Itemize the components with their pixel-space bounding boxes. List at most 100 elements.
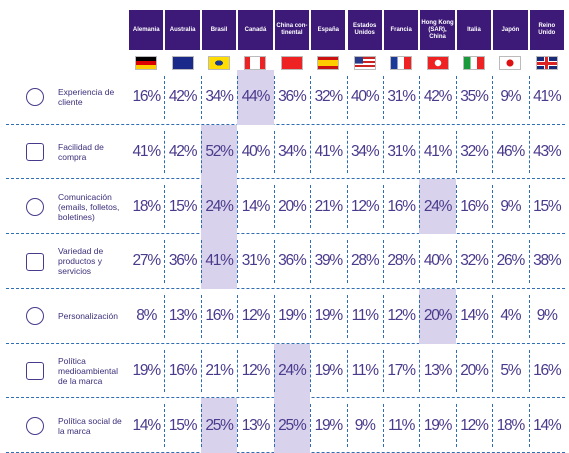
row-icon: [26, 197, 44, 216]
column-separator: [528, 404, 530, 447]
flag-icon: [280, 56, 303, 70]
column-separator: [346, 130, 348, 174]
cell-value: 39%: [314, 252, 344, 270]
column-separator: [419, 130, 421, 174]
row-icon: [26, 88, 44, 107]
column-separator: [419, 294, 421, 338]
cell-value: 32%: [460, 252, 489, 270]
row-label: Política medioambiental de la marca: [58, 355, 119, 386]
cell-value: 19%: [314, 307, 344, 325]
column-separator: [492, 130, 494, 174]
column-separator: [273, 349, 275, 393]
cell-value: 19%: [278, 307, 307, 325]
cell-value: 4%: [500, 307, 521, 325]
column-separator: [492, 240, 494, 283]
cell-value: 24%: [423, 197, 453, 215]
highlight: [273, 343, 311, 399]
cell-value: 41%: [423, 143, 453, 161]
column-header: Canadá: [238, 10, 273, 50]
cell-value: 17%: [387, 361, 416, 379]
column-separator: [419, 404, 421, 447]
column-separator: [419, 349, 421, 393]
cell-value: 32%: [460, 143, 489, 161]
row-separator: [6, 178, 565, 180]
column-separator: [273, 185, 275, 229]
cell-value: 36%: [168, 252, 198, 270]
column-separator: [200, 130, 202, 174]
cell-value: 18%: [496, 416, 526, 434]
column-separator: [455, 76, 457, 119]
column-separator: [346, 185, 348, 229]
cell-value: 20%: [278, 197, 307, 215]
column-separator: [237, 404, 239, 447]
column-separator: [382, 349, 384, 393]
cell-value: 12%: [350, 197, 380, 215]
cell-value: 11%: [351, 361, 379, 379]
column-separator: [310, 130, 312, 174]
column-separator: [419, 240, 421, 283]
row-separator: [6, 287, 565, 289]
cell-value: 5%: [500, 361, 521, 379]
cell-value: 42%: [423, 88, 453, 106]
column-separator: [528, 185, 530, 229]
cell-value: 34%: [278, 143, 307, 161]
cell-value: 16%: [132, 88, 161, 106]
cell-value: 46%: [496, 143, 526, 161]
cell-value: 25%: [205, 416, 234, 434]
row-icon: [26, 252, 44, 271]
row-icon: [26, 416, 44, 435]
cell-value: 15%: [168, 197, 198, 215]
column-separator: [273, 130, 275, 174]
cell-value: 40%: [350, 88, 380, 106]
cell-value: 16%: [168, 361, 198, 379]
cell-value: 9%: [500, 88, 521, 106]
column-separator: [164, 185, 166, 229]
column-header: Hong Kong (SAR), China: [420, 10, 455, 50]
column-separator: [200, 404, 202, 447]
cell-value: 15%: [168, 416, 198, 434]
column-separator: [273, 294, 275, 338]
column-separator: [492, 404, 494, 447]
column-separator: [419, 76, 421, 119]
flag-icon: [135, 56, 158, 70]
column-separator: [273, 76, 275, 119]
column-separator: [382, 185, 384, 229]
cell-value: 8%: [136, 307, 157, 325]
flag-icon: [317, 56, 340, 70]
cell-value: 24%: [205, 197, 234, 215]
row-icon: [26, 307, 44, 326]
cell-value: 13%: [241, 416, 271, 434]
column-separator: [455, 349, 457, 393]
cell-value: 13%: [168, 307, 198, 325]
column-separator: [346, 294, 348, 338]
column-separator: [164, 404, 166, 447]
cell-value: 41%: [533, 88, 562, 106]
flag-icon: [535, 56, 558, 70]
cell-value: 31%: [387, 88, 416, 106]
column-separator: [237, 349, 239, 393]
column-separator: [200, 185, 202, 229]
column-separator: [492, 185, 494, 229]
column-separator: [382, 404, 384, 447]
cell-value: 41%: [314, 143, 344, 161]
column-header: Italia: [456, 10, 492, 50]
cell-value: 9%: [354, 416, 376, 434]
cell-value: 44%: [241, 88, 271, 106]
column-separator: [528, 294, 530, 338]
cell-value: 43%: [533, 143, 562, 161]
column-separator: [346, 76, 348, 119]
column-separator: [310, 185, 312, 229]
flag-icon: [208, 56, 231, 70]
cell-value: 14%: [241, 197, 271, 215]
column-separator: [455, 294, 457, 338]
column-separator: [492, 76, 494, 119]
column-separator: [164, 76, 166, 119]
cell-value: 41%: [205, 252, 234, 270]
column-separator: [200, 294, 202, 338]
cell-value: 26%: [496, 252, 526, 270]
column-separator: [237, 185, 239, 229]
column-separator: [237, 240, 239, 283]
column-header: Brasil: [201, 10, 237, 50]
flag-icon: [171, 56, 194, 70]
